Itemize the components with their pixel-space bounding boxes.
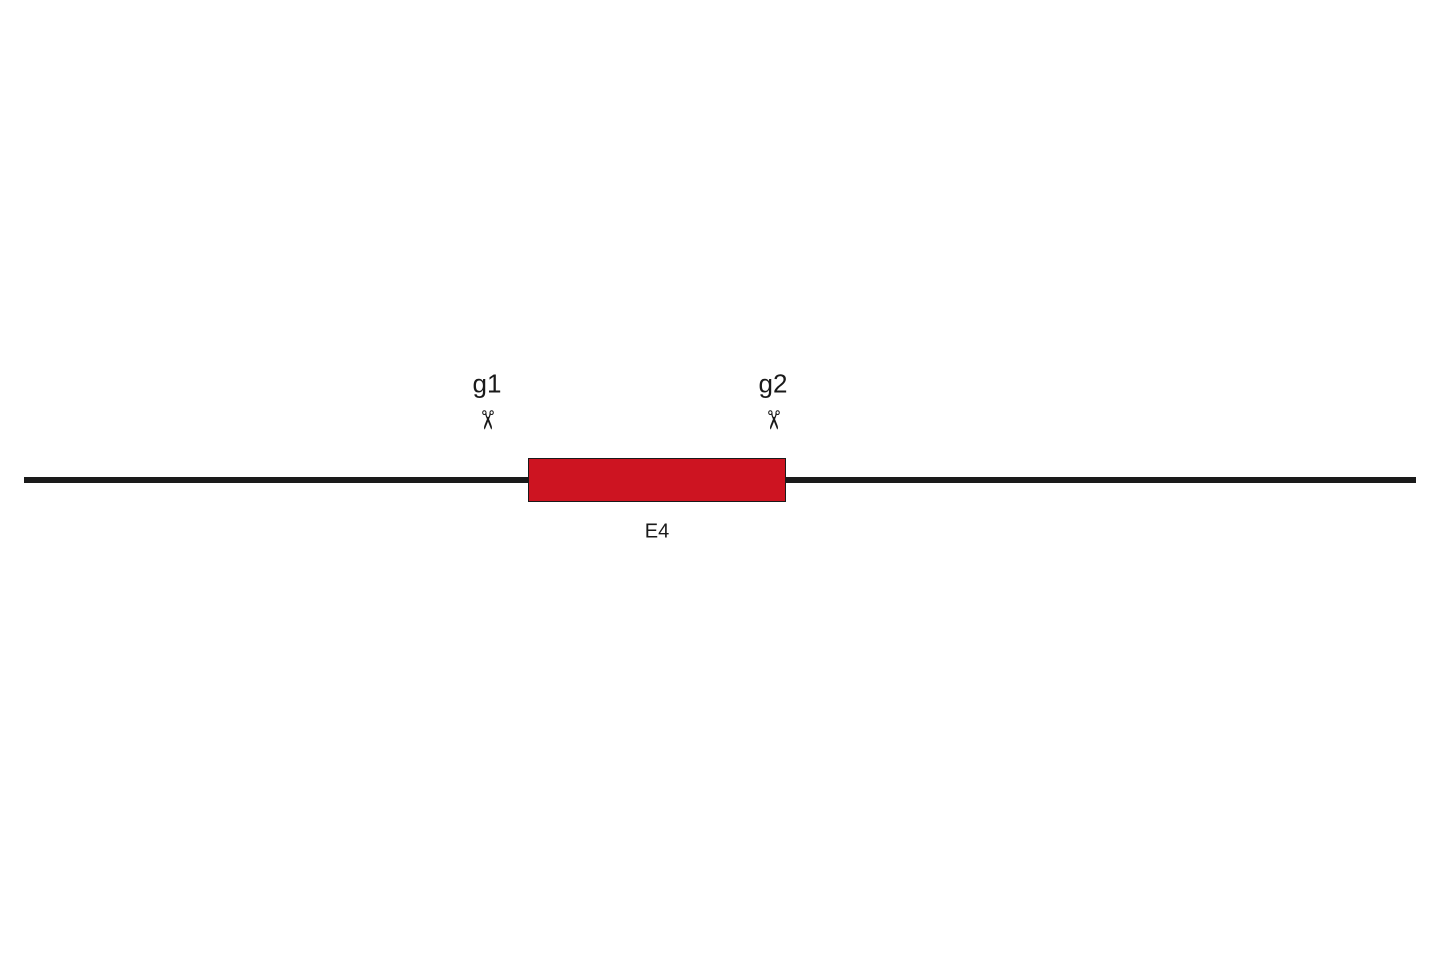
guide-label-g1: g1 <box>473 369 502 400</box>
exon-box <box>528 458 786 502</box>
guide-label-g2: g2 <box>759 369 788 400</box>
scissors-icon: ✂ <box>758 409 789 431</box>
exon-label: E4 <box>645 521 669 544</box>
genome-line-left <box>24 477 528 483</box>
scissors-icon: ✂ <box>472 409 503 431</box>
genome-line-right <box>786 477 1416 483</box>
